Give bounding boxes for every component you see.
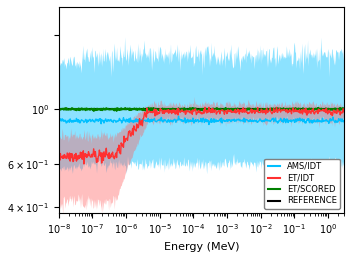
ET/SCORED [195, 108, 199, 111]
REFERENCE [227, 108, 231, 111]
ET/IDT [337, 110, 341, 113]
ET/IDT [82, 162, 86, 166]
REFERENCE [336, 108, 340, 111]
Line: AMS/IDT: AMS/IDT [59, 116, 345, 125]
ET/IDT [343, 109, 347, 112]
ET/IDT [203, 106, 207, 109]
ET/SCORED [292, 107, 296, 110]
AMS/IDT [337, 118, 341, 121]
ET/SCORED [193, 107, 197, 111]
ET/IDT [292, 110, 297, 113]
ET/IDT [228, 110, 232, 113]
AMS/IDT [177, 114, 181, 118]
REFERENCE [194, 108, 198, 111]
Line: ET/IDT: ET/IDT [59, 107, 345, 164]
ET/IDT [213, 109, 217, 112]
Line: ET/SCORED: ET/SCORED [59, 108, 345, 111]
ET/SCORED [337, 107, 341, 110]
ET/IDT [57, 151, 61, 154]
REFERENCE [57, 108, 61, 111]
ET/IDT [195, 112, 199, 115]
ET/IDT [193, 107, 197, 110]
ET/SCORED [57, 107, 61, 110]
AMS/IDT [228, 118, 232, 121]
REFERENCE [211, 108, 216, 111]
ET/SCORED [227, 108, 232, 111]
ET/SCORED [114, 109, 119, 112]
ET/SCORED [316, 106, 320, 110]
AMS/IDT [292, 120, 297, 124]
REFERENCE [291, 108, 295, 111]
ET/SCORED [343, 107, 347, 111]
AMS/IDT [207, 123, 211, 126]
X-axis label: Energy (MeV): Energy (MeV) [164, 242, 239, 252]
AMS/IDT [213, 118, 217, 121]
REFERENCE [192, 108, 197, 111]
AMS/IDT [343, 121, 347, 124]
Legend: AMS/IDT, ET/IDT, ET/SCORED, REFERENCE: AMS/IDT, ET/IDT, ET/SCORED, REFERENCE [264, 159, 340, 209]
AMS/IDT [193, 120, 197, 123]
REFERENCE [343, 108, 347, 111]
AMS/IDT [195, 119, 199, 122]
AMS/IDT [57, 118, 61, 121]
ET/SCORED [212, 107, 216, 111]
